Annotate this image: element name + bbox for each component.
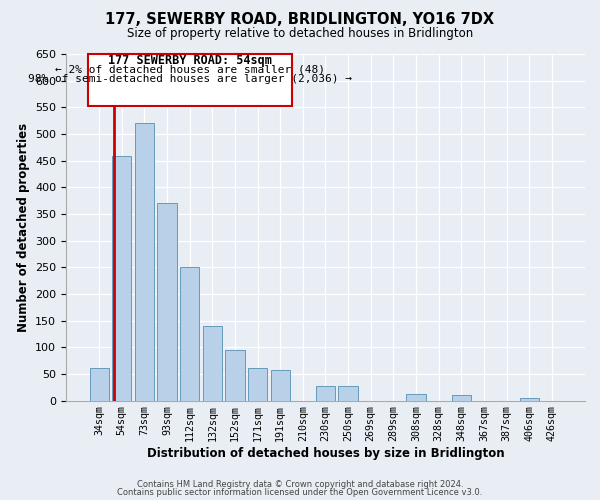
- Bar: [180, 268, 199, 400]
- Bar: [271, 370, 290, 400]
- Bar: [88, 54, 292, 106]
- Y-axis label: Number of detached properties: Number of detached properties: [17, 122, 29, 332]
- Text: 177 SEWERBY ROAD: 54sqm: 177 SEWERBY ROAD: 54sqm: [108, 54, 272, 67]
- Text: ← 2% of detached houses are smaller (48): ← 2% of detached houses are smaller (48): [55, 65, 325, 75]
- Bar: [135, 124, 154, 400]
- Text: 177, SEWERBY ROAD, BRIDLINGTON, YO16 7DX: 177, SEWERBY ROAD, BRIDLINGTON, YO16 7DX: [106, 12, 494, 28]
- Bar: [89, 368, 109, 400]
- Bar: [452, 396, 471, 400]
- Bar: [520, 398, 539, 400]
- Text: Contains public sector information licensed under the Open Government Licence v3: Contains public sector information licen…: [118, 488, 482, 497]
- Text: Contains HM Land Registry data © Crown copyright and database right 2024.: Contains HM Land Registry data © Crown c…: [137, 480, 463, 489]
- Text: Size of property relative to detached houses in Bridlington: Size of property relative to detached ho…: [127, 28, 473, 40]
- Bar: [406, 394, 425, 400]
- Bar: [226, 350, 245, 401]
- X-axis label: Distribution of detached houses by size in Bridlington: Distribution of detached houses by size …: [146, 447, 504, 460]
- Bar: [112, 156, 131, 400]
- Text: 98% of semi-detached houses are larger (2,036) →: 98% of semi-detached houses are larger (…: [28, 74, 352, 84]
- Bar: [248, 368, 267, 400]
- Bar: [338, 386, 358, 400]
- Bar: [157, 204, 176, 400]
- Bar: [203, 326, 222, 400]
- Bar: [316, 386, 335, 400]
